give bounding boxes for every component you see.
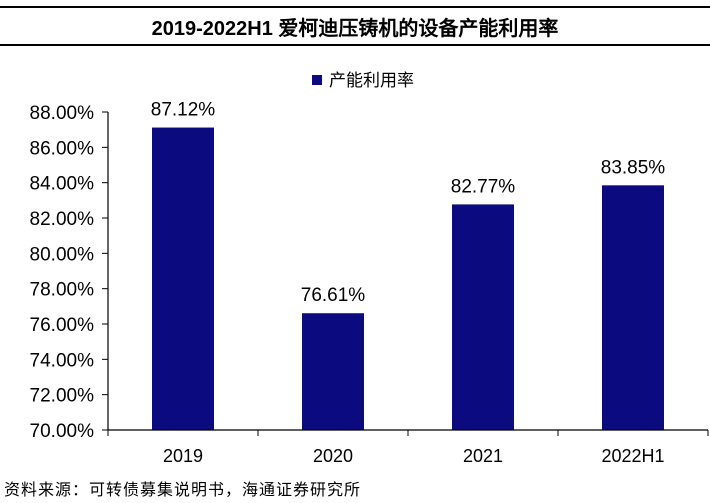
bar (602, 185, 664, 430)
bar-series (152, 127, 664, 431)
source-note: 资料来源：可转债募集说明书，海通证券研究所 (4, 480, 362, 499)
legend-label: 产能利用率 (329, 71, 414, 91)
data-label: 87.12% (151, 100, 216, 121)
bar-chart: 产能利用率 70.00% 72.00% 74.00% 76.00% 78.00% 80.0… (30, 71, 709, 466)
y-tick-label: 86.00% (30, 138, 95, 159)
x-tick-label: 2021 (463, 446, 503, 466)
bar (452, 204, 514, 430)
x-tick-labels: 2019 2020 2021 2022H1 (163, 446, 665, 466)
y-tick-label: 72.00% (30, 386, 95, 407)
data-label: 76.61% (301, 285, 366, 306)
axes (102, 111, 709, 436)
x-tick-label: 2022H1 (601, 446, 664, 466)
y-tick-label: 78.00% (30, 280, 95, 301)
y-tick-labels: 70.00% 72.00% 74.00% 76.00% 78.00% 80.00% 82.0… (30, 103, 95, 442)
y-tick-label: 84.00% (30, 174, 95, 195)
bar (152, 127, 214, 431)
chart-title: 2019-2022H1 爱柯迪压铸机的设备产能利用率 (151, 17, 559, 40)
y-tick-label: 76.00% (30, 315, 95, 336)
data-labels: 87.12% 76.61% 82.77% 83.85% (151, 100, 666, 307)
x-tick-label: 2019 (163, 446, 203, 466)
bar (302, 313, 364, 430)
y-tick-label: 80.00% (30, 244, 95, 265)
y-tick-label: 82.00% (30, 209, 95, 230)
chart-title-bar: 2019-2022H1 爱柯迪压铸机的设备产能利用率 (0, 6, 710, 46)
data-label: 83.85% (601, 157, 666, 178)
x-tick-label: 2020 (313, 446, 353, 466)
y-tick-label: 70.00% (30, 421, 95, 442)
data-label: 82.77% (451, 176, 516, 197)
legend-swatch (312, 75, 322, 85)
y-tick-label: 74.00% (30, 350, 95, 371)
legend: 产能利用率 (312, 71, 414, 91)
y-tick-label: 88.00% (30, 103, 95, 124)
